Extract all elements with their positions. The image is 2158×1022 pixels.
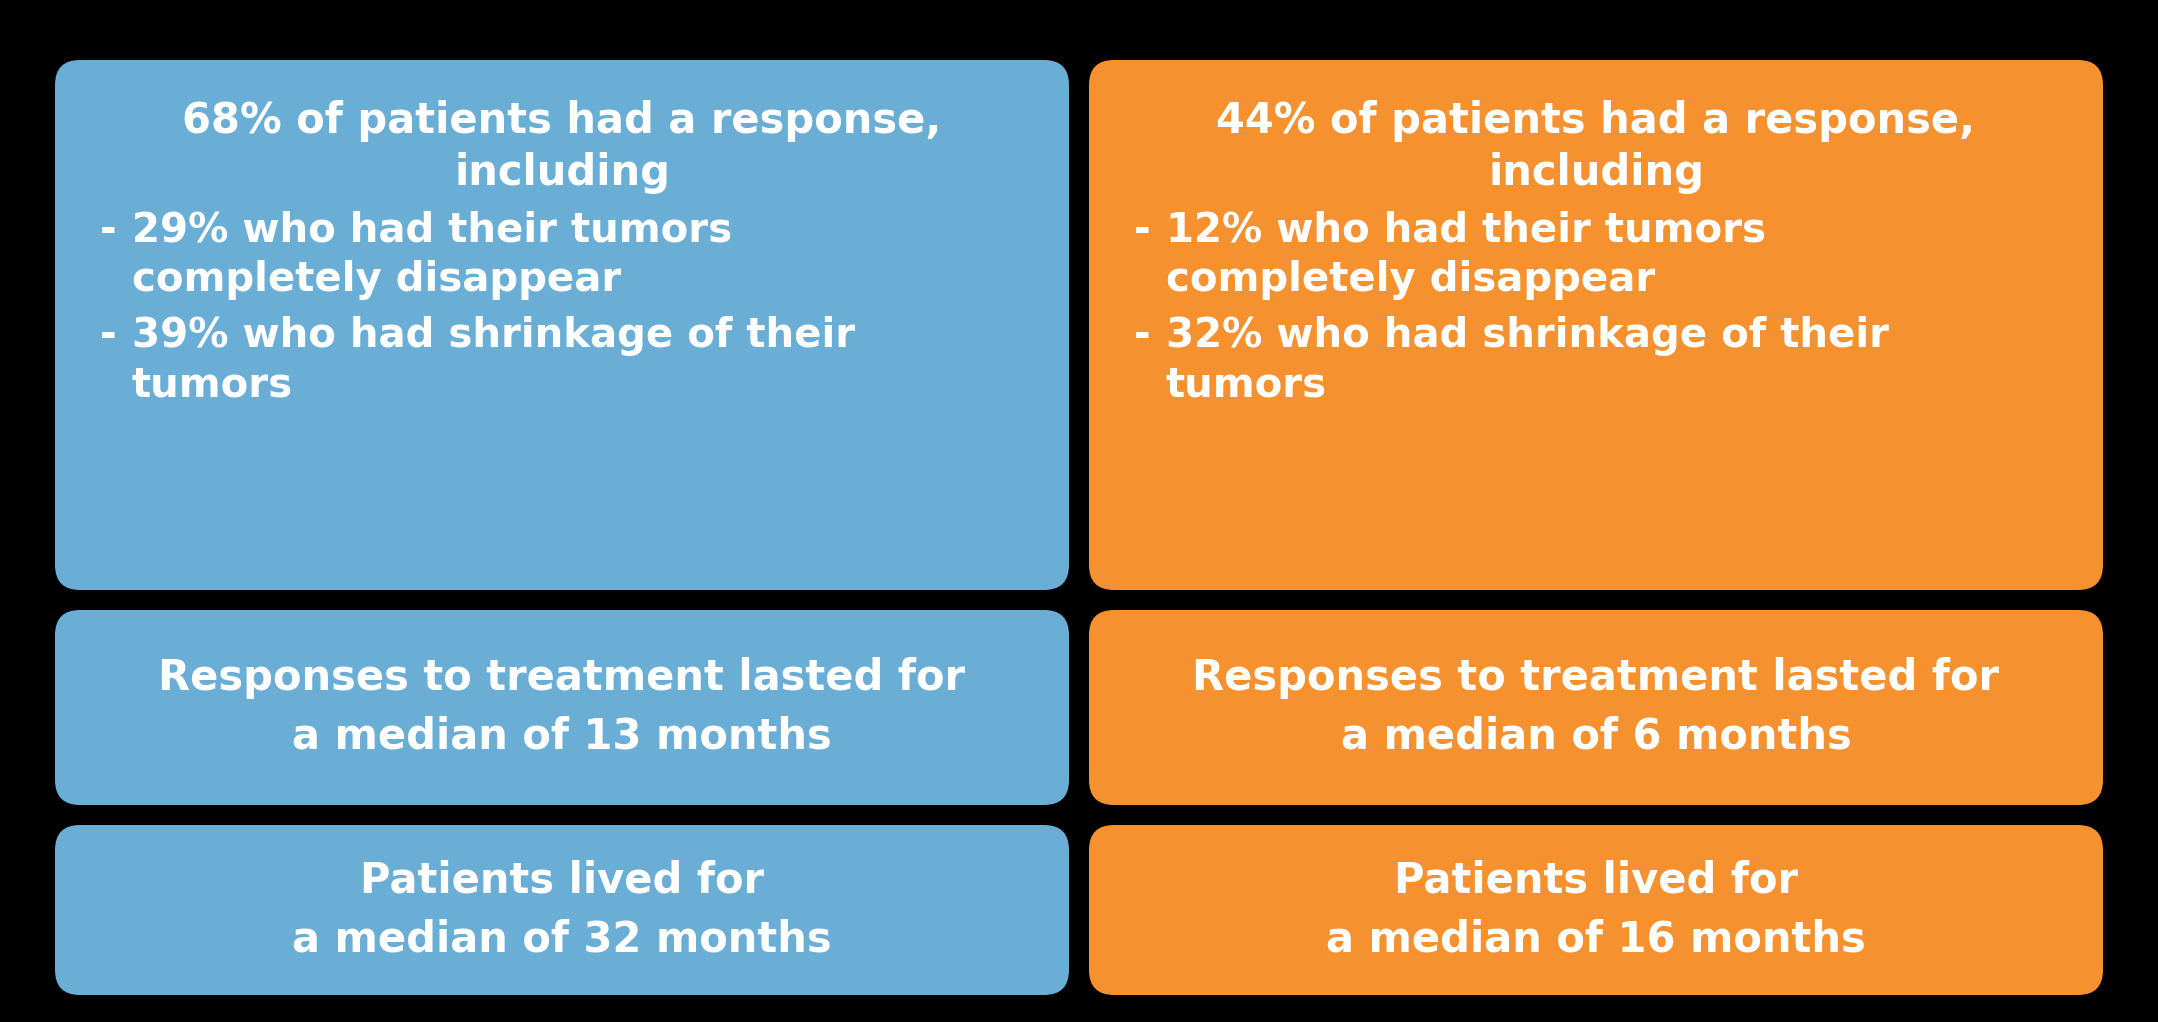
Text: 29% who had their tumors
completely disappear: 29% who had their tumors completely disa…: [132, 211, 732, 300]
Text: 68% of patients had a response,
including: 68% of patients had a response, includin…: [183, 100, 941, 194]
Text: 44% of patients had a response,
including: 44% of patients had a response, includin…: [1217, 100, 1975, 194]
Text: 12% who had their tumors
completely disappear: 12% who had their tumors completely disa…: [1165, 211, 1765, 300]
FancyBboxPatch shape: [1090, 60, 2104, 590]
Text: Patients lived for
a median of 32 months: Patients lived for a median of 32 months: [291, 860, 831, 961]
FancyBboxPatch shape: [54, 610, 1068, 805]
Text: Responses to treatment lasted for
a median of 13 months: Responses to treatment lasted for a medi…: [158, 657, 965, 757]
Text: 39% who had shrinkage of their
tumors: 39% who had shrinkage of their tumors: [132, 316, 855, 405]
Text: -: -: [1133, 211, 1150, 251]
FancyBboxPatch shape: [1090, 825, 2104, 995]
FancyBboxPatch shape: [54, 825, 1068, 995]
FancyBboxPatch shape: [1090, 610, 2104, 805]
Text: Patients lived for
a median of 16 months: Patients lived for a median of 16 months: [1327, 860, 1867, 961]
Text: Responses to treatment lasted for
a median of 6 months: Responses to treatment lasted for a medi…: [1193, 657, 2000, 757]
Text: -: -: [1133, 316, 1150, 356]
Text: 32% who had shrinkage of their
tumors: 32% who had shrinkage of their tumors: [1165, 316, 1888, 405]
FancyBboxPatch shape: [54, 60, 1068, 590]
Text: -: -: [99, 211, 117, 251]
Text: -: -: [99, 316, 117, 356]
